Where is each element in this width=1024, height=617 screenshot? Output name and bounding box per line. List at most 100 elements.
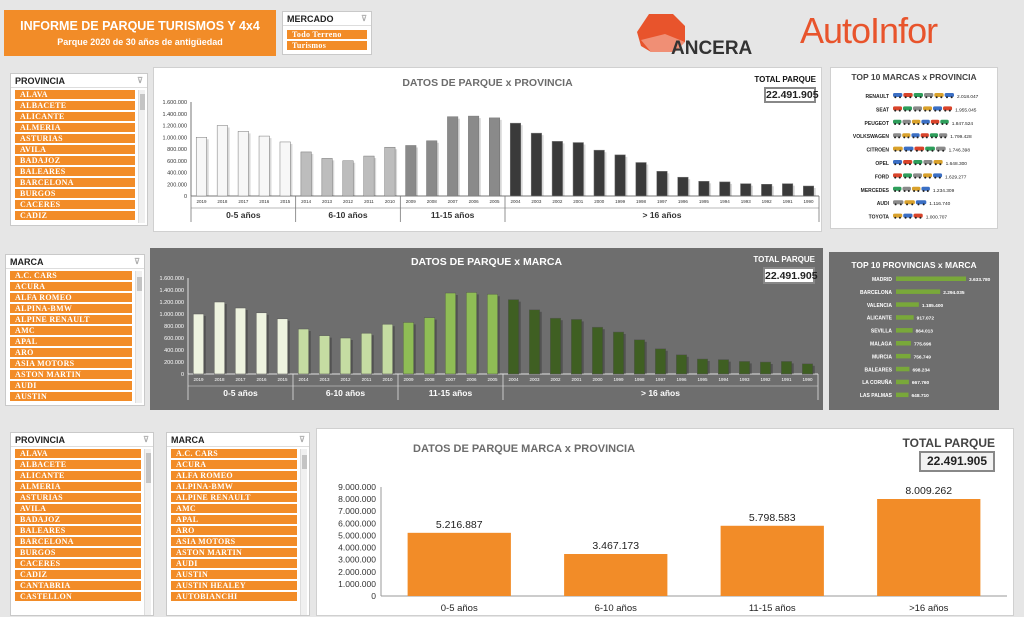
- scrollbar[interactable]: [135, 271, 142, 403]
- x-tick-label: 2009: [403, 377, 414, 382]
- provincia-item[interactable]: CASTELLON: [15, 592, 141, 601]
- marca-item[interactable]: ASTON MARTIN: [10, 370, 132, 379]
- category-label: FORD: [875, 174, 890, 180]
- bar-shadow: [709, 183, 712, 196]
- provincia-item[interactable]: ALICANTE: [15, 471, 141, 480]
- marca-item[interactable]: ACURA: [171, 460, 297, 469]
- marca-item[interactable]: AUSTIN: [171, 570, 297, 579]
- marca-item[interactable]: AMC: [171, 504, 297, 513]
- bar-shadow: [227, 127, 230, 196]
- marca-item[interactable]: ARO: [171, 526, 297, 535]
- scrollbar[interactable]: [138, 90, 145, 223]
- marca-item[interactable]: ACURA: [10, 282, 132, 291]
- provincia-item[interactable]: BADAJOZ: [15, 156, 135, 165]
- bar: [896, 328, 913, 333]
- marca-item[interactable]: AUSTIN: [10, 392, 132, 401]
- bar-shadow: [416, 147, 419, 196]
- provincia-item[interactable]: ALAVA: [15, 449, 141, 458]
- bar: [564, 554, 668, 596]
- provincia-item[interactable]: BARCELONA: [15, 178, 135, 187]
- x-tick-label: 2007: [448, 199, 459, 204]
- provincia-item[interactable]: BARCELONA: [15, 537, 141, 546]
- panel-marca: DATOS DE PARQUE x MARCA TOTAL PARQUE 22.…: [150, 248, 823, 410]
- marca-item[interactable]: ALPINE RENAULT: [10, 315, 132, 324]
- provincia-item[interactable]: BALEARES: [15, 167, 135, 176]
- mercado-item[interactable]: Todo Terreno: [287, 30, 367, 39]
- group-label: 0-5 años: [223, 388, 258, 398]
- bar: [893, 160, 943, 166]
- provincia-item[interactable]: ALICANTE: [15, 112, 135, 121]
- bar-shadow: [497, 296, 500, 374]
- bar-chart-marca: 0 200.000 400.000 600.000 800.000 1.000.000 1.…: [160, 276, 819, 400]
- clear-filter-icon[interactable]: ⊽: [143, 435, 149, 444]
- provincia-item[interactable]: BADAJOZ: [15, 515, 141, 524]
- marca-slicer-2[interactable]: MARCA ⊽ A.C. CARS ACURA ALFA ROMEO ALPINA-BM…: [166, 432, 310, 616]
- provincia-item[interactable]: BURGOS: [15, 548, 141, 557]
- provincia-list: ALAVA ALBACETE ALICANTE ALMERIA ASTURIAS AVIL…: [11, 88, 147, 224]
- provincia-item[interactable]: BALEARES: [15, 526, 141, 535]
- provincia-item[interactable]: ALBACETE: [15, 101, 135, 110]
- provincia-slicer-2[interactable]: PROVINCIA ⊽ ALAVA ALBACETE ALICANTE ALMERIA A…: [10, 432, 154, 616]
- provincia-item[interactable]: AVILA: [15, 504, 141, 513]
- mercado-slicer[interactable]: MERCADO ⊽ Todo Terreno Turismos: [282, 11, 372, 55]
- provincia-item[interactable]: CADIZ: [15, 211, 135, 220]
- provincia-item[interactable]: ALMERIA: [15, 123, 135, 132]
- marca-item[interactable]: AUTOBIANCHI: [171, 592, 297, 601]
- marca-item[interactable]: ALPINA-BMW: [10, 304, 132, 313]
- provincia-item[interactable]: CANTABRIA: [15, 581, 141, 590]
- marca-item[interactable]: ARO: [10, 348, 132, 357]
- clear-filter-icon[interactable]: ⊽: [299, 435, 305, 444]
- bar: [214, 301, 225, 375]
- marca-item[interactable]: ALPINA-BMW: [171, 482, 297, 491]
- provincia-item[interactable]: CACERES: [15, 200, 135, 209]
- provincia-item[interactable]: ALBACETE: [15, 460, 141, 469]
- marca-item[interactable]: AMC: [10, 326, 132, 335]
- x-tick-label: 2005: [490, 199, 501, 204]
- x-tick-label: 1990: [804, 199, 815, 204]
- marca-item[interactable]: ALFA ROMEO: [10, 293, 132, 302]
- provincia-item[interactable]: ALMERIA: [15, 482, 141, 491]
- marca-list: A.C. CARS ACURA ALFA ROMEO ALPINA-BMW ALPINE…: [167, 447, 309, 615]
- provincia-item[interactable]: CADIZ: [15, 570, 141, 579]
- x-tick-label: 2013: [319, 377, 330, 382]
- marca-item[interactable]: ALFA ROMEO: [171, 471, 297, 480]
- marca-item[interactable]: APAL: [10, 337, 132, 346]
- marca-item[interactable]: ASIA MOTORS: [10, 359, 132, 368]
- bar: [424, 317, 435, 375]
- clear-filter-icon[interactable]: ⊽: [134, 257, 140, 266]
- marca-item[interactable]: A.C. CARS: [10, 271, 132, 280]
- mercado-item[interactable]: Turismos: [287, 41, 367, 50]
- bar-shadow: [770, 364, 773, 374]
- marca-item[interactable]: APAL: [171, 515, 297, 524]
- marca-item[interactable]: AUDI: [10, 381, 132, 390]
- provincia-item[interactable]: ALAVA: [15, 90, 135, 99]
- bar-chart-marca-provincia: 0 1.000.000 2.000.000 3.000.000 4.000.000 5.0…: [338, 482, 1007, 614]
- scrollbar[interactable]: [144, 449, 151, 615]
- marca-item[interactable]: A.C. CARS: [171, 449, 297, 458]
- data-label: 667.760: [912, 380, 930, 386]
- marca-item[interactable]: ALPINE RENAULT: [171, 493, 297, 502]
- scrollbar[interactable]: [300, 449, 307, 615]
- provincia-item[interactable]: AVILA: [15, 145, 135, 154]
- marca-item[interactable]: AUSTIN HEALEY: [171, 581, 297, 590]
- provincia-slicer-1[interactable]: PROVINCIA ⊽ ALAVA ALBACETE ALICANTE ALMERIA A…: [10, 73, 148, 226]
- bar: [614, 154, 626, 197]
- marca-item[interactable]: ASTON MARTIN: [171, 548, 297, 557]
- x-tick-label: 1991: [783, 199, 794, 204]
- x-tick-label: 1997: [657, 199, 668, 204]
- clear-filter-icon[interactable]: ⊽: [137, 76, 143, 85]
- provincia-item[interactable]: BURGOS: [15, 189, 135, 198]
- marca-list: A.C. CARS ACURA ALFA ROMEO ALPINA-BMW ALPINE…: [6, 269, 144, 404]
- provincia-item[interactable]: ASTURIAS: [15, 134, 135, 143]
- clear-filter-icon[interactable]: ⊽: [361, 14, 367, 23]
- marca-slicer-1[interactable]: MARCA ⊽ A.C. CARS ACURA ALFA ROMEO ALPINA-BM…: [5, 254, 145, 406]
- bar: [761, 184, 773, 197]
- marca-item[interactable]: AUDI: [171, 559, 297, 568]
- x-tick-label: 2011: [364, 199, 374, 204]
- provincia-item[interactable]: CACERES: [15, 559, 141, 568]
- x-tick-label: 2002: [550, 377, 561, 382]
- marca-item[interactable]: ASIA MOTORS: [171, 537, 297, 546]
- bar: [635, 162, 647, 197]
- provincia-item[interactable]: ASTURIAS: [15, 493, 141, 502]
- category-label: LAS PALMAS: [860, 393, 893, 399]
